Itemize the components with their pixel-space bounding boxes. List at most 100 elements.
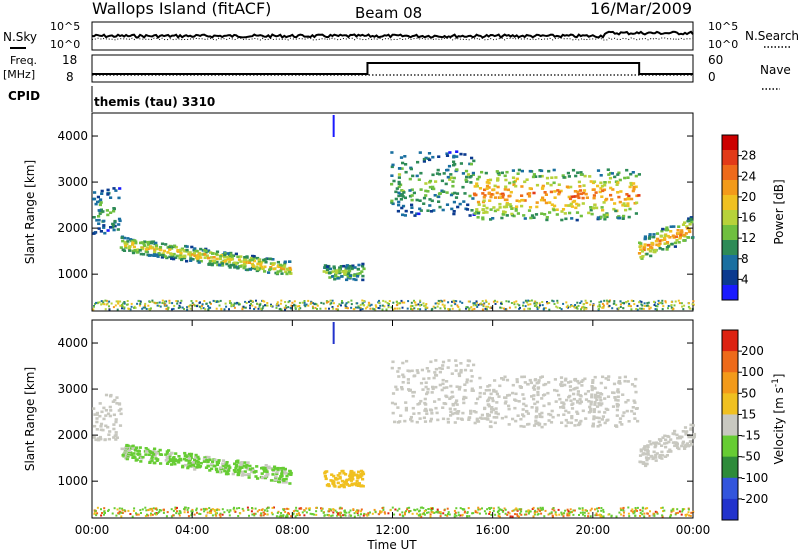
power-echo-cell [547,169,551,173]
velocity-echo-cell [260,472,264,475]
power-clutter-cell [224,302,227,305]
power-clutter-cell [619,303,622,306]
velocity-clutter-cell [468,515,471,518]
power-echo-cell [428,179,433,183]
power-echo-cell [532,173,536,176]
power-echo-cell [589,206,593,209]
power-clutter-cell [354,306,357,309]
velocity-clutter-cell [569,508,572,511]
velocity-clutter-cell [253,512,256,515]
power-echo-cell [549,183,553,187]
x-tick-label: 16:00 [475,523,510,537]
power-echo-cell [601,208,605,212]
velocity-echo-cell [638,454,643,457]
velocity-clutter-cell [331,514,334,517]
velocity-clutter-cell [444,514,447,517]
velocity-echo-cell [606,418,610,422]
power-echo-cell [391,163,395,167]
velocity-echo-cell [570,403,574,406]
power-echo-cell [254,267,258,271]
velocity-colorbar-tick-label: -50 [741,450,761,464]
velocity-clutter-cell [498,515,501,518]
velocity-echo-cell [405,359,409,363]
nsky-tick-top: 10^5 [50,20,80,33]
power-echo-cell [610,172,614,175]
power-echo-cell [473,185,477,188]
velocity-clutter-cell [455,514,458,517]
velocity-echo-cell [459,371,463,374]
power-echo-cell [567,204,571,207]
velocity-clutter-cell [133,507,136,510]
velocity-clutter-cell [251,513,254,516]
velocity-echo-cell [453,408,457,411]
velocity-echo-cell [394,385,398,389]
power-echo-cell [545,176,550,180]
power-clutter-cell [562,302,565,305]
power-echo-cell [531,175,536,179]
velocity-clutter-cell [371,512,374,515]
velocity-clutter-cell [191,510,194,513]
power-clutter-cell [419,308,422,311]
power-echo-cell [279,269,283,273]
power-echo-cell [648,233,652,236]
power-echo-cell [99,201,103,204]
velocity-colorbar-tick-label: -15 [741,429,761,443]
velocity-colorbar-tick-label: 50 [741,386,756,400]
power-echo-cell [428,158,432,162]
power-echo-cell [550,176,554,179]
velocity-clutter-cell [628,515,631,518]
velocity-clutter-cell [301,511,304,514]
power-clutter-cell [681,305,684,308]
power-echo-cell [545,216,549,219]
velocity-clutter-cell [263,513,266,515]
x-axis-ticks: 00:00 04:00 08:00 12:00 16:00 20:00 00:00 [75,305,710,537]
velocity-echo-cell [618,417,623,420]
power-clutter-cell [639,307,641,310]
power-clutter-cell [399,302,401,305]
velocity-clutter-cell [183,511,186,514]
velocity-echo-cell [208,458,212,462]
power-echo-cell [412,191,416,195]
power-echo-cell [446,175,450,179]
velocity-echo-cell [277,480,281,484]
velocity-echo-cell [551,415,555,419]
velocity-clutter-cell [514,508,517,511]
power-panel-frame [91,112,694,312]
power-echo-cell [344,269,348,272]
power-echo-cell [410,206,414,209]
power-clutter-cell [475,300,478,303]
velocity-echo-cell [579,400,583,404]
nsky-trace [91,30,694,39]
power-echo-cell [475,184,479,188]
power-echo-cell [112,209,116,213]
power-echo-cell [601,189,605,193]
power-echo-cell [514,207,518,210]
velocity-clutter-cell [438,511,441,514]
power-echo-cell [505,205,509,209]
velocity-echo-cell [603,386,608,390]
power-clutter-cell [636,304,639,307]
velocity-clutter-cell [251,507,253,509]
velocity-clutter-cell [356,509,359,512]
velocity-clutter-cell [504,508,507,511]
power-echo-cell [685,225,689,228]
velocity-echo-cell [490,407,494,411]
power-clutter-cell [589,300,592,303]
power-clutter-cell [176,302,179,305]
velocity-echo-cell [225,461,229,464]
power-echo-cell [486,179,490,182]
power-echo-cell [588,175,592,178]
power-echo-cell [422,160,426,163]
power-echo-cell [114,189,118,192]
power-echo-cell [495,170,499,173]
power-echo-cell [555,213,559,216]
power-clutter-cell [555,305,558,308]
power-clutter-cell [565,306,568,309]
velocity-echo-cell [243,470,247,473]
velocity-echo-cell [144,453,148,456]
power-echo-cell [645,252,649,256]
velocity-clutter-cell [443,509,446,512]
power-clutter-cell [417,303,420,306]
power-echo-cell [502,213,506,216]
power-clutter-cell [382,299,385,302]
